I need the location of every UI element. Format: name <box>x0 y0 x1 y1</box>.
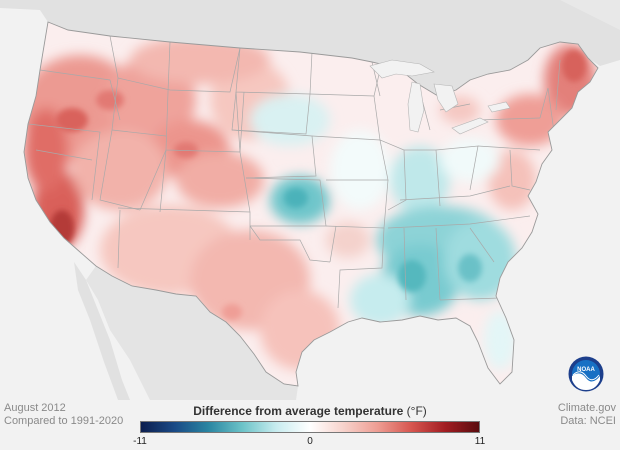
noaa-logo-text: NOAA <box>577 367 595 373</box>
credit-block: Climate.gov Data: NCEI <box>558 402 616 428</box>
legend-min-label: -11 <box>133 436 147 447</box>
us-outline <box>23 21 599 387</box>
legend-max-label: 11 <box>474 436 486 447</box>
legend-mid-label: 0 <box>307 436 313 447</box>
mexico-land <box>86 266 298 400</box>
lake-superior <box>369 59 435 79</box>
canada-east-land <box>560 0 620 30</box>
map-canvas <box>0 0 620 400</box>
baseline-label: Compared to 1991-2020 <box>4 415 124 427</box>
noaa-logo-icon: NOAA <box>568 356 604 392</box>
legend-title: Difference from average temperature (°F) <box>140 404 480 418</box>
great-lakes <box>369 59 511 135</box>
map-metadata-left: August 2012 Compared to 1991-2020 <box>4 402 123 428</box>
lake-erie <box>451 117 489 135</box>
baja-peninsula <box>74 262 130 400</box>
period-label: August 2012 <box>4 402 66 414</box>
site-credit: Climate.gov <box>557 402 616 414</box>
legend-unit: (°F) <box>406 404 427 418</box>
lake-huron <box>433 83 459 113</box>
data-source-credit: Data: NCEI <box>560 415 616 427</box>
state-borders <box>27 35 561 309</box>
lake-michigan <box>407 81 425 133</box>
lake-ontario <box>487 101 511 113</box>
canada-land <box>0 0 620 96</box>
legend-color-bar <box>140 421 480 433</box>
temperature-anomaly-map <box>0 0 620 400</box>
legend-title-text: Difference from average temperature <box>193 404 404 418</box>
